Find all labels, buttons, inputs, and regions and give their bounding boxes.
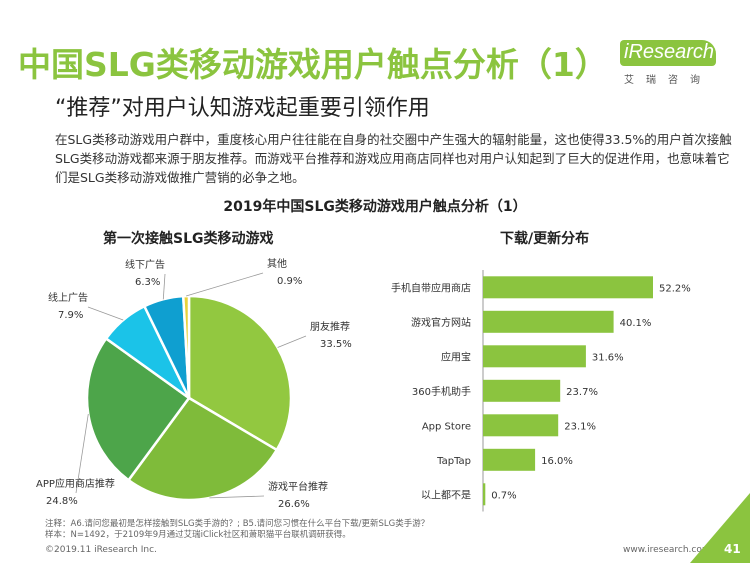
bar-value-label: 52.2% (659, 283, 691, 294)
pie-slice-label: 其他 (267, 257, 287, 270)
footnote-line-2: 样本：N=1492，于2109年9月通过艾瑞iClick社区和萧职猫平台联机调研… (45, 530, 351, 540)
bar-value-label: 23.7% (566, 387, 598, 398)
website-url: www.iresearch.com.cn (623, 545, 725, 555)
pie-leader-line (162, 273, 166, 300)
description-paragraph: 在SLG类移动游戏用户群中，重度核心用户往往能在自身的社交圈中产生强大的辐射能量… (55, 132, 732, 185)
pie-slice-label: 朋友推荐 (310, 320, 350, 333)
pie-chart-title: 第一次接触SLG类移动游戏 (103, 231, 274, 247)
pie-slice-value: 24.8% (46, 496, 78, 507)
bar-value-label: 16.0% (541, 456, 573, 467)
logo-badge (620, 40, 716, 66)
bar-value-label: 40.1% (620, 318, 652, 329)
bar (483, 483, 486, 506)
page-subtitle: “推荐”对用户认知游戏起重要引领作用 (55, 96, 430, 121)
bar (483, 345, 586, 368)
bar-value-label: 31.6% (592, 352, 624, 363)
bar-value-label: 23.1% (564, 421, 596, 432)
pie-leader-line (75, 413, 89, 494)
pie-leader-line (185, 272, 264, 297)
bar-category-label: 游戏官方网站 (411, 316, 471, 329)
page-corner-decoration (690, 493, 750, 563)
bar-chart: 手机自带应用商店 52.2% 游戏官方网站 40.1% 应用宝 31.6% 360手机助手 2… (391, 270, 691, 512)
bar (483, 414, 559, 437)
copyright: ©2019.11 iResearch Inc. (45, 545, 157, 555)
pie-slice-value: 26.6% (278, 499, 310, 510)
pie-slice-value: 6.3% (135, 277, 160, 288)
bar-category-label: 以上都不是 (421, 489, 471, 501)
logo-subtext: 艾瑞咨询 (624, 75, 712, 86)
footnote: 注释：A6.请问您最初是怎样接触到SLG类手游的？; B5.请问您习惯在什么平台… (45, 519, 429, 541)
bar (483, 310, 614, 333)
chart-title: 2019年中国SLG类移动游戏用户触点分析（1） (223, 199, 527, 215)
bar (483, 276, 653, 299)
logo-text: iResearch (624, 41, 715, 63)
pie-leader-line (209, 495, 265, 499)
pie-slice-value: 7.9% (58, 310, 83, 321)
pie-slice (85, 336, 191, 482)
page-title: 中国SLG类移动游戏用户触点分析（1） (18, 45, 608, 84)
pie-slice-label: 游戏平台推荐 (268, 480, 328, 493)
bar-value-label: 0.7% (491, 490, 516, 501)
bar-chart-title: 下载/更新分布 (500, 231, 590, 247)
bar-category-label: 应用宝 (441, 350, 471, 363)
bar-category-label: TapTap (436, 456, 471, 467)
pie-slice-label: 线下广告 (125, 258, 165, 271)
footnote-line-1: 注释：A6.请问您最初是怎样接触到SLG类手游的？; B5.请问您习惯在什么平台… (45, 519, 430, 529)
pie-slice-label: APP应用商店推荐 (36, 477, 115, 490)
pie-slice-label: 线上广告 (48, 291, 88, 304)
pie-chart: 朋友推荐 33.5% 游戏平台推荐 26.6% APP应用商店推荐 24.8% 线上广告 7.… (36, 257, 352, 510)
bar (483, 379, 561, 402)
bar (483, 448, 536, 471)
bar-category-label: 360手机助手 (412, 385, 471, 398)
bar-category-label: 手机自带应用商店 (391, 281, 471, 294)
bar-category-label: App Store (422, 421, 471, 432)
iresearch-logo: iResearch 艾瑞咨询 (620, 40, 730, 90)
pie-slice-value: 33.5% (320, 339, 352, 350)
page-number: 41 (724, 542, 741, 556)
pie-slice-value: 0.9% (277, 276, 302, 287)
pie-leader-line (277, 335, 307, 348)
pie-leader-line (87, 306, 124, 321)
pie-slice (126, 396, 279, 502)
